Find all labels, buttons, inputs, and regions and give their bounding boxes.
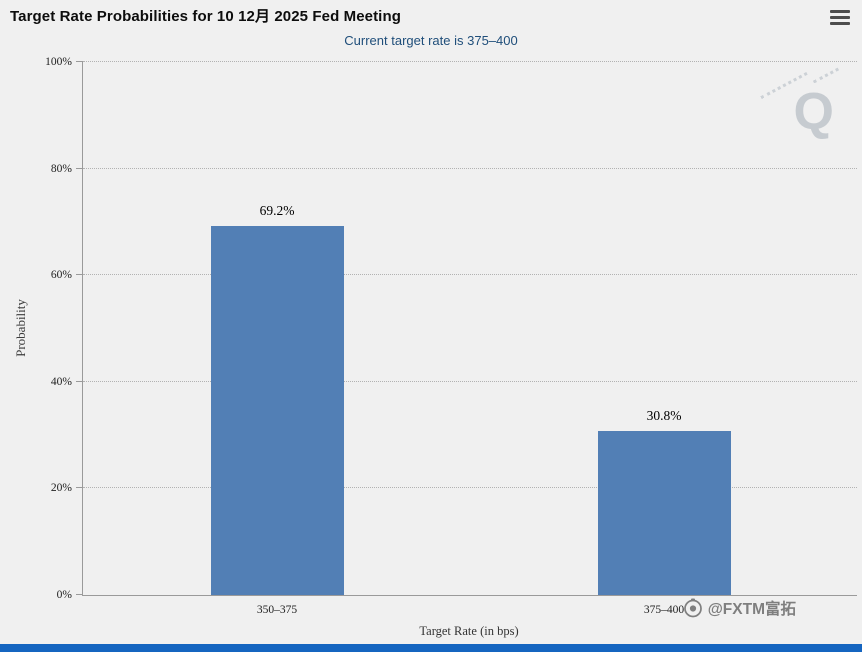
bar-350–375[interactable] — [210, 226, 344, 595]
x-tick-label: 375–400 — [643, 604, 685, 616]
hamburger-bar — [830, 16, 850, 19]
bottom-accent-bar — [0, 644, 862, 652]
y-tick-mark — [76, 594, 83, 595]
x-tick-label: 350–375 — [256, 604, 298, 616]
y-gridline — [83, 487, 857, 489]
bar-375–400[interactable] — [597, 430, 731, 595]
y-tick-label: 100% — [45, 56, 72, 68]
y-tick-label: 60% — [50, 269, 72, 282]
y-tick-mark — [76, 167, 83, 169]
hamburger-menu-icon[interactable] — [830, 10, 850, 25]
y-tick-label: 0% — [56, 589, 72, 601]
y-gridline — [83, 380, 857, 382]
bar-slot: 30.8% 375–400 — [597, 62, 731, 616]
y-gridline — [83, 274, 857, 276]
y-tick-mark — [76, 61, 83, 62]
bar-value-label: 69.2% — [259, 203, 295, 219]
chart-title: Target Rate Probabilities for 10 12月 202… — [10, 8, 401, 25]
hamburger-bar — [830, 10, 850, 13]
y-tick-mark — [76, 487, 83, 489]
y-gridline — [83, 61, 857, 62]
y-tick-mark — [76, 274, 83, 276]
x-axis-title: Target Rate (in bps) — [419, 624, 519, 638]
y-tick-label: 40% — [50, 375, 72, 388]
bar-slot: 69.2% 350–375 — [210, 62, 344, 616]
y-gridline — [83, 167, 857, 169]
y-tick-mark — [76, 380, 83, 382]
quikstrike-logo-watermark: Q — [760, 67, 844, 150]
bar-value-label: 30.8% — [646, 407, 682, 423]
hamburger-bar — [830, 22, 850, 25]
logo-letter: Q — [793, 83, 834, 141]
camera-icon — [683, 598, 703, 618]
chart-subtitle: Current target rate is 375–400 — [344, 33, 518, 48]
y-axis-title: Probability — [13, 299, 28, 357]
plot-area: 0% 20% 40% 60% 80% 100% 69.2% 350–375 30.8% 375–4… — [45, 56, 857, 616]
brand-watermark: @FXTM富拓 — [683, 597, 796, 619]
y-tick-label: 20% — [50, 482, 72, 495]
brand-text: @FXTM富拓 — [707, 601, 796, 618]
y-tick-label: 80% — [50, 162, 72, 175]
